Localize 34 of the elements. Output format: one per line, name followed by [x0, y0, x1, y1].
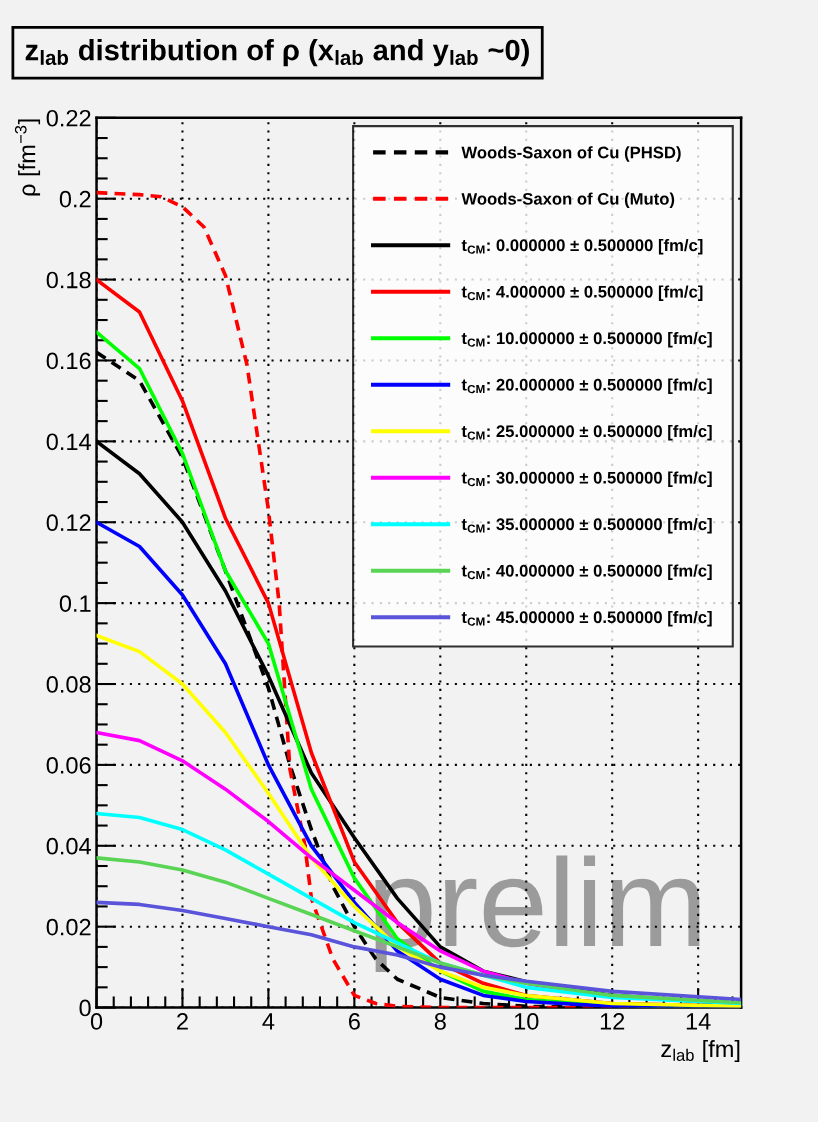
y-tick-label: 0.04 [46, 837, 91, 855]
y-tick-label: 0.22 [46, 109, 91, 127]
x-tick-label: 14 [686, 1013, 711, 1030]
y-axis-title: ρ [fm$^{−3}$] [14, 119, 41, 196]
legend-label: t$_{CM}$: 30.000000 ± 0.500000 [fm/c] [461, 471, 712, 487]
legend-label: t$_{CM}$: 20.000000 ± 0.500000 [fm/c] [461, 378, 712, 394]
x-axis-title: z$_{lab}$ [fm] [661, 1039, 740, 1062]
y-tick-label: 0.12 [46, 514, 91, 532]
y-tick-label: 0 [79, 999, 91, 1017]
y-tick-label: 0.1 [59, 595, 91, 612]
x-tick-label: 12 [600, 1013, 625, 1030]
y-tick-label: 0.2 [59, 190, 91, 208]
y-tick-label: 0.08 [46, 676, 91, 693]
chart-title: z$_{lab}$ distribution of ρ (x$_{lab}$ and y$_{lab}$ ~0) [25, 39, 529, 67]
y-tick-label: 0.18 [46, 271, 91, 289]
legend-label: t$_{CM}$: 40.000000 ± 0.500000 [fm/c] [461, 564, 712, 580]
legend-label: t$_{CM}$: 25.000000 ± 0.500000 [fm/c] [461, 424, 712, 441]
legend-label: t$_{CM}$: 4.000000 ± 0.500000 [fm/c] [461, 285, 703, 301]
x-tick-label: 8 [434, 1013, 446, 1030]
y-tick-label: 0.06 [46, 756, 91, 774]
legend-label: Woods-Saxon of Cu (Muto) [461, 192, 675, 209]
legend-label: t$_{CM}$: 0.000000 ± 0.500000 [fm/c] [461, 238, 703, 255]
x-tick-label: 2 [177, 1013, 188, 1030]
y-tick-label: 0.16 [46, 352, 91, 370]
legend-label: t$_{CM}$: 35.000000 ± 0.500000 [fm/c] [461, 517, 712, 534]
x-tick-label: 0 [90, 1013, 103, 1030]
y-tick-label: 0.02 [46, 918, 91, 936]
legend-label: t$_{CM}$: 45.000000 ± 0.500000 [fm/c] [461, 610, 712, 627]
x-tick-label: 10 [514, 1013, 539, 1030]
legend-label: Woods-Saxon of Cu (PHSD) [461, 146, 681, 162]
legend-label: t$_{CM}$: 10.000000 ± 0.500000 [fm/c] [461, 331, 712, 348]
x-tick-label: 4 [262, 1013, 275, 1030]
y-tick-label: 0.14 [46, 433, 91, 451]
x-tick-label: 6 [348, 1013, 360, 1030]
